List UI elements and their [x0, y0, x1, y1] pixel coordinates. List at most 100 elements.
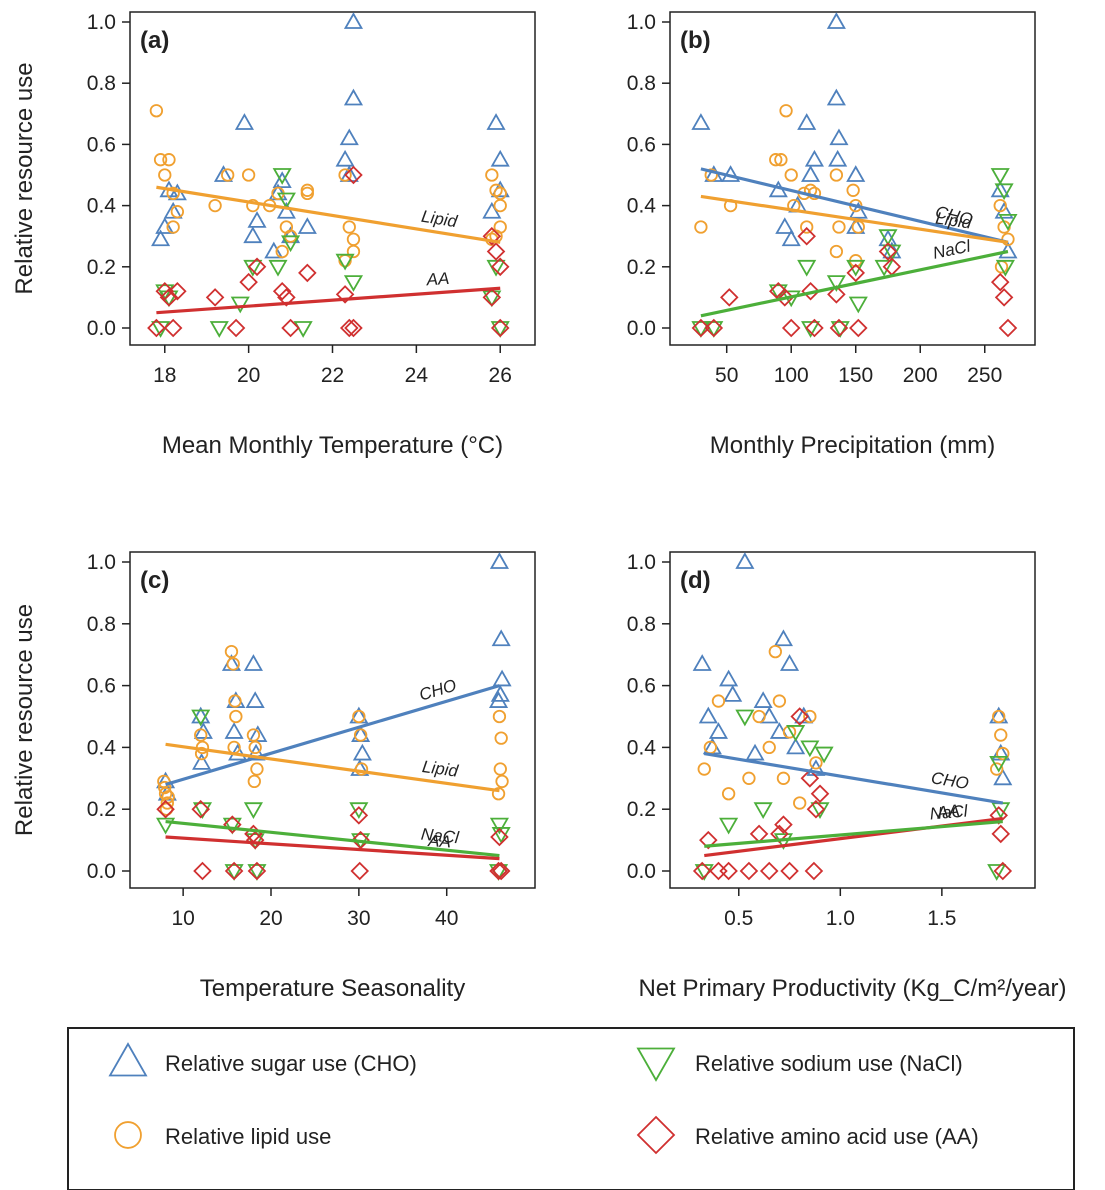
x-tick-label: 18: [153, 364, 176, 387]
data-point-aa: [335, 285, 355, 304]
data-point-aa: [223, 815, 242, 834]
data-point-lipid: [342, 220, 356, 234]
data-point-nacl: [994, 183, 1014, 201]
data-point-aa: [205, 288, 225, 307]
y-tick-label: 0.0: [627, 860, 656, 883]
data-point-cho: [272, 171, 292, 189]
data-point-lipid: [353, 728, 368, 742]
y-tick-label: 0.0: [87, 860, 116, 883]
data-point-cho: [264, 241, 284, 259]
data-point-nacl: [786, 725, 806, 742]
legend-item: Relative amino acid use (AA): [636, 1115, 979, 1155]
legend-frame: [67, 1027, 1075, 1190]
fit-label: AA: [427, 831, 452, 851]
data-point-aa: [224, 861, 244, 881]
x-tick-label: 26: [489, 364, 512, 387]
data-point-aa: [349, 806, 369, 825]
data-point-aa: [781, 318, 801, 338]
data-point-aa: [168, 282, 187, 301]
data-point-aa: [797, 226, 816, 246]
data-point-lipid: [494, 731, 508, 745]
plot-frame: [129, 551, 536, 889]
plot-frame: [669, 11, 1036, 346]
data-point-cho: [753, 691, 773, 708]
data-point-lipid: [246, 198, 260, 213]
data-point-aa: [994, 288, 1014, 307]
chart-panels: 0.0 0.2 0.4 0.6 0.8 1.0 18 20 22 24 26 (a) Mean Mont…: [11, 11, 1067, 1002]
data-point-lipid: [493, 186, 507, 201]
data-point-cho: [692, 654, 712, 671]
data-point-cho: [245, 691, 265, 708]
data-point-lipid: [809, 756, 823, 770]
data-point-lipid: [992, 709, 1006, 724]
data-point-cho: [993, 768, 1013, 786]
data-point-lipid: [158, 787, 173, 801]
data-point-nacl: [335, 253, 355, 271]
x-axis-title: Temperature Seasonality: [200, 975, 465, 1002]
data-point-nacl: [753, 802, 773, 820]
data-point-lipid: [346, 232, 361, 246]
data-point-nacl: [797, 259, 817, 277]
fit-label: Lipid: [420, 207, 459, 232]
data-point-nacl: [989, 755, 1009, 773]
data-point-lipid: [846, 183, 860, 197]
data-point-aa: [247, 861, 267, 881]
data-point-cho: [781, 229, 801, 247]
legend-item: Relative sodium use (NaCl): [636, 1047, 963, 1082]
y-tick-label: 0.0: [87, 317, 116, 340]
legend-marker-nacl: [636, 1047, 676, 1082]
data-point-aa: [489, 861, 508, 881]
x-tick-label: 250: [967, 364, 1002, 387]
data-point-cho: [489, 552, 509, 569]
data-point-lipid: [493, 762, 507, 776]
data-point-aa: [749, 824, 769, 844]
data-point-cho: [846, 165, 866, 182]
data-point-cho: [248, 725, 268, 742]
data-point-aa: [739, 861, 759, 881]
y-tick-label: 0.6: [627, 133, 656, 156]
data-point-aa: [491, 861, 511, 881]
data-point-nacl: [990, 168, 1010, 185]
x-axis-title: Mean Monthly Temperature (°C): [162, 432, 503, 459]
data-point-cho: [192, 753, 212, 770]
data-point-aa: [350, 861, 370, 881]
data-point-aa: [691, 318, 711, 338]
y-tick-label: 1.0: [87, 11, 116, 34]
x-tick-label: 50: [715, 364, 738, 387]
y-tick-label: 0.6: [627, 675, 656, 698]
data-point-aa: [849, 318, 868, 338]
data-point-lipid: [793, 796, 807, 810]
data-point-cho: [829, 128, 849, 146]
data-point-lipid: [166, 220, 180, 234]
data-point-aa: [759, 861, 779, 881]
legend-label: Relative amino acid use (AA): [695, 1124, 979, 1149]
data-point-nacl: [874, 259, 894, 277]
x-tick-label: 0.5: [724, 907, 753, 930]
data-point-lipid: [832, 220, 846, 234]
data-point-aa: [482, 226, 502, 246]
x-tick-label: 24: [405, 364, 429, 387]
data-point-lipid: [697, 762, 711, 776]
data-point-lipid: [170, 205, 185, 219]
data-point-cho: [343, 12, 364, 29]
data-point-cho: [224, 722, 244, 739]
x-tick-label: 10: [171, 907, 194, 930]
data-point-lipid: [162, 153, 176, 167]
data-point-nacl: [343, 275, 364, 292]
x-tick-label: 200: [903, 364, 938, 387]
data-point-lipid: [491, 787, 506, 801]
fit-line-lipid: [165, 742, 500, 793]
fit-label: CHO: [930, 768, 970, 793]
data-point-lipid: [159, 802, 174, 816]
data-point-aa: [344, 318, 363, 338]
data-point-cho: [193, 722, 213, 739]
data-point-cho: [243, 654, 263, 671]
data-point-lipid: [221, 168, 235, 182]
data-point-aa: [990, 272, 1010, 292]
data-point-nacl: [489, 817, 509, 835]
data-point-aa: [281, 318, 300, 338]
x-axis-title: Net Primary Productivity (Kg_C/m²/year): [638, 975, 1066, 1002]
legend-marker-cho: [108, 1042, 148, 1077]
data-point-lipid: [1001, 232, 1015, 246]
